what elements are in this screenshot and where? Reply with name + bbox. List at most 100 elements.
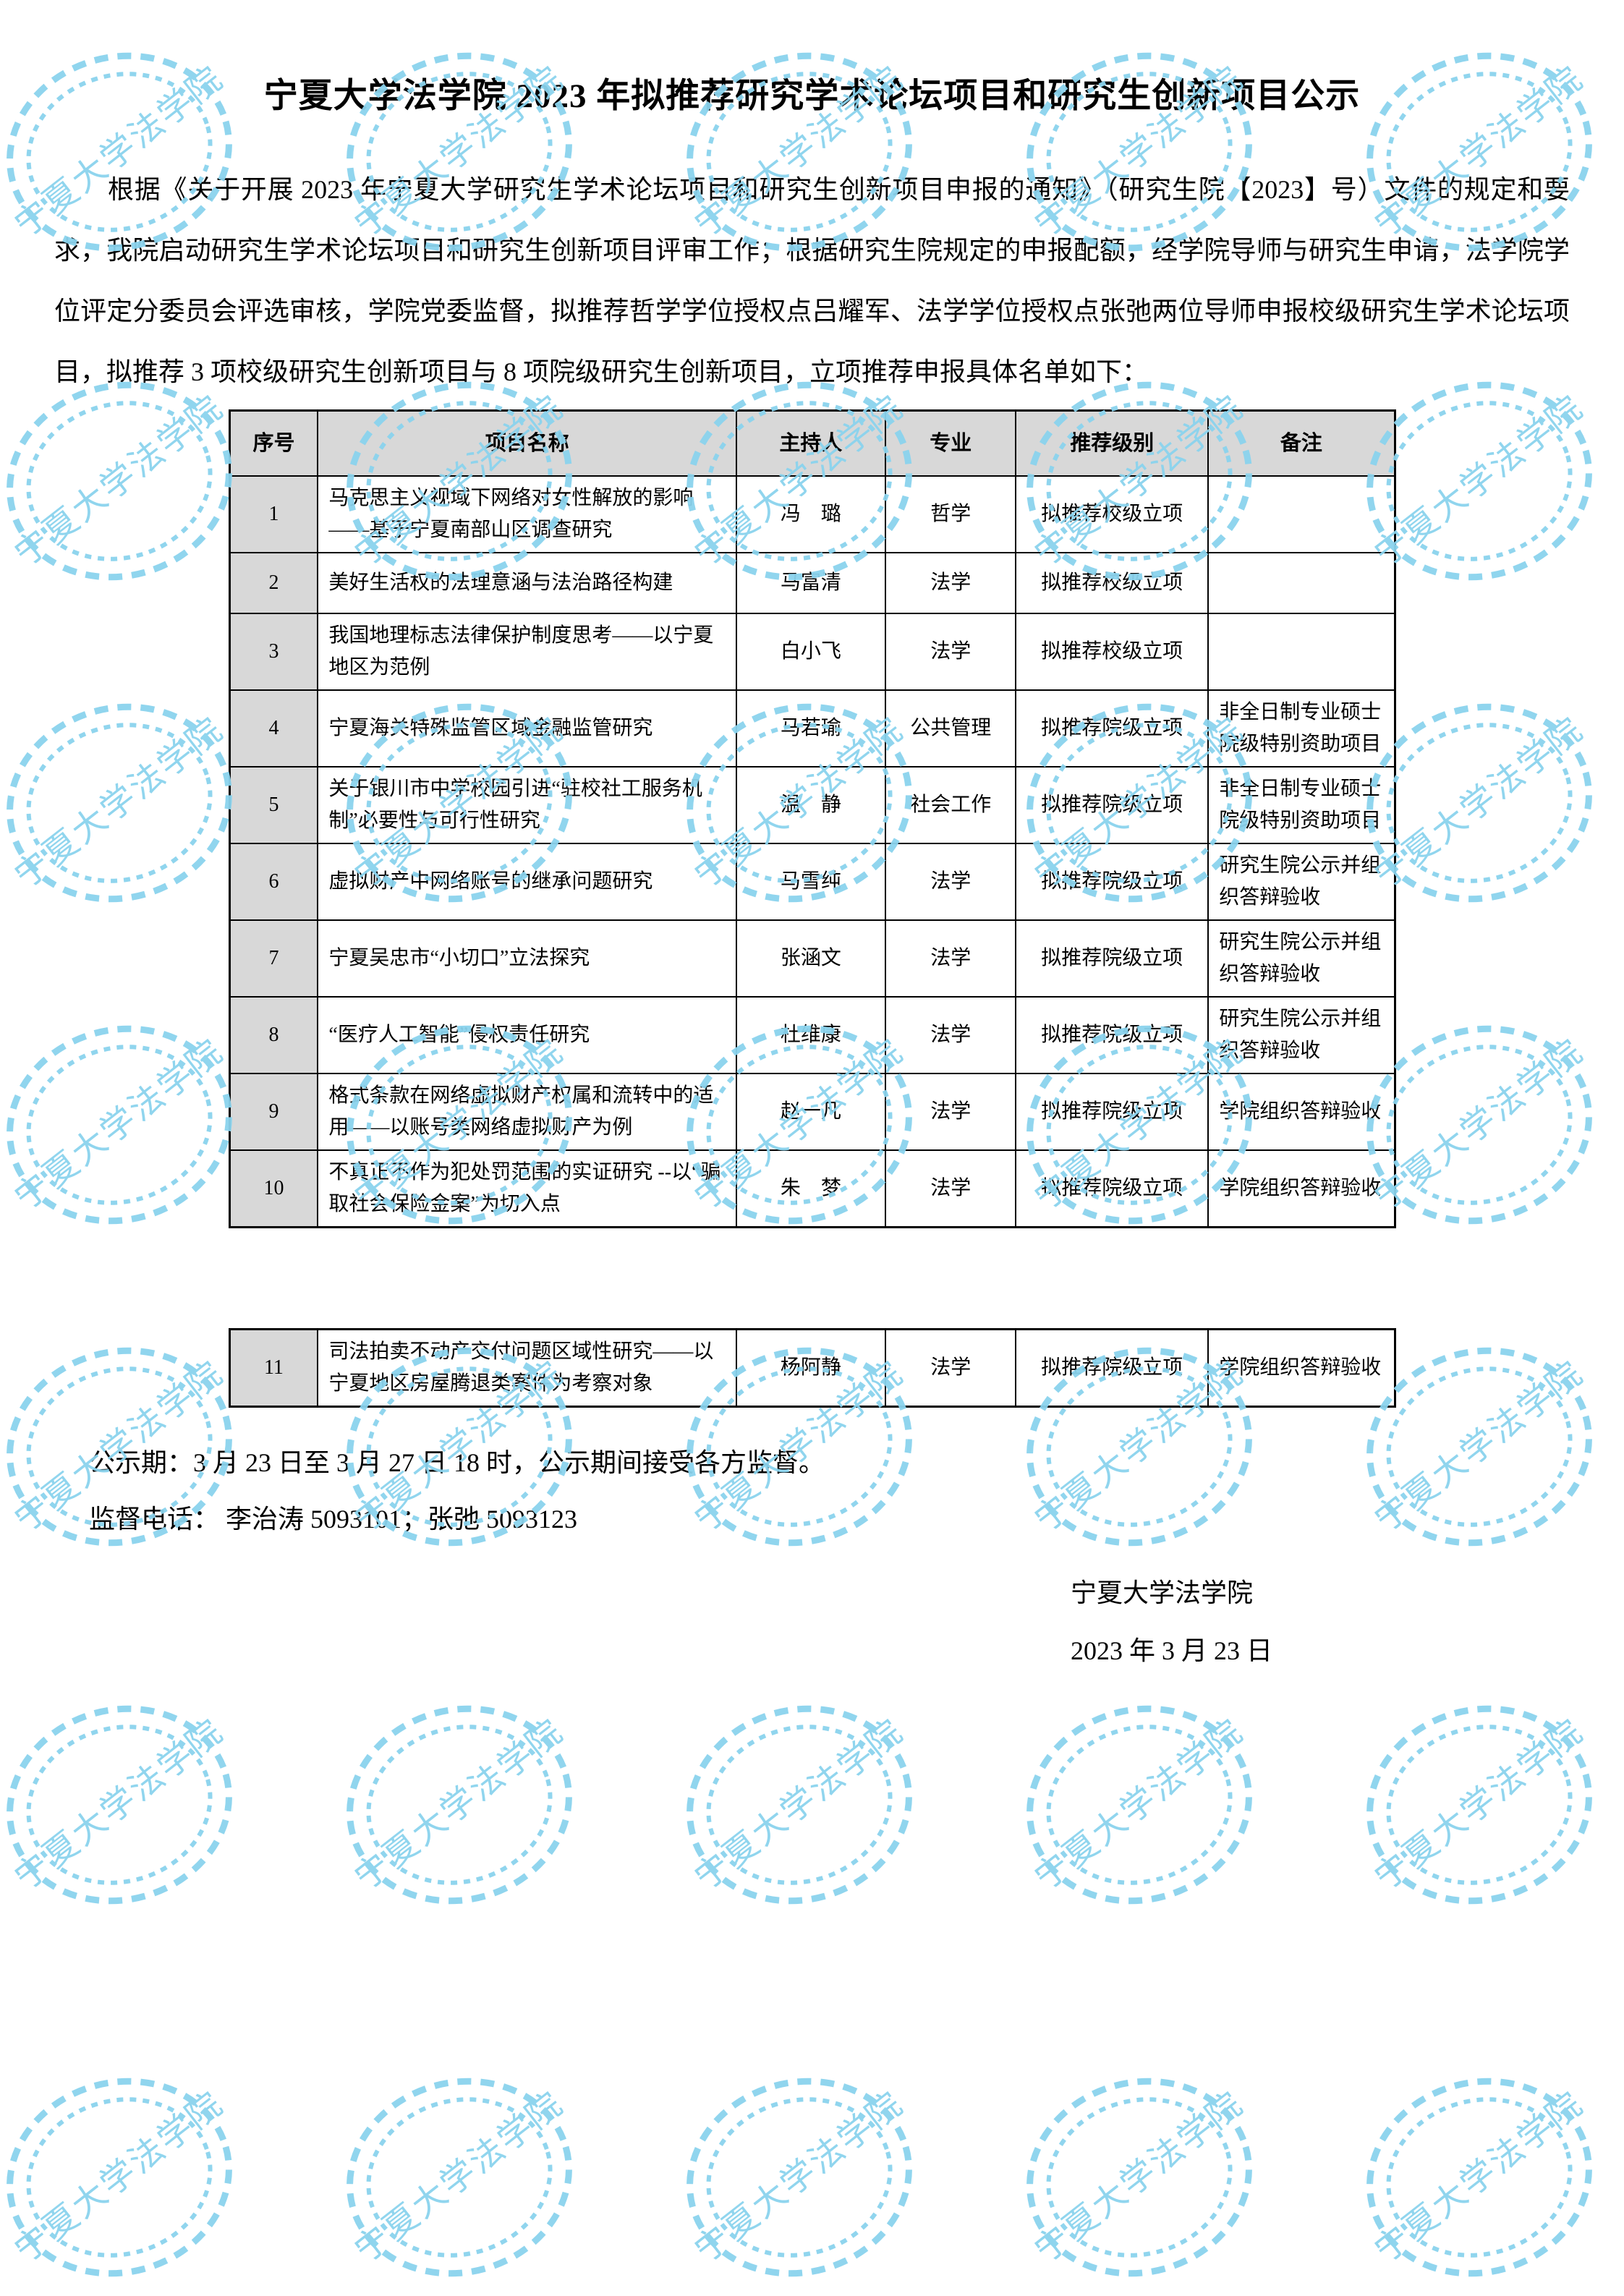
intro-paragraph: 根据《关于开展 2023 年宁夏大学研究生学术论坛项目和研究生创新项目申报的通知… (54, 175, 1570, 386)
column-header: 主持人 (735, 409, 886, 477)
table-row: 3 我国地理标志法律保护制度思考——以宁夏地区为范例 白小飞 法学 拟推荐校级立项 (228, 613, 1395, 691)
svg-text:宁夏大学法学院: 宁夏大学法学院 (1028, 1712, 1251, 1897)
table-row: 11 司法拍卖不动产交付问题区域性研究——以宁夏地区房屋腾退类案件为考察对象 杨阿静… (228, 1328, 1395, 1408)
table-cell: 美好生活权的法理意涵与法治路径构建 (317, 552, 737, 614)
svg-text:宁夏大学法学院: 宁夏大学法学院 (8, 1712, 231, 1897)
svg-text:宁夏大学法学院: 宁夏大学法学院 (688, 1712, 911, 1897)
table-cell: 法学 (884, 1073, 1017, 1151)
table-cell: 8 (228, 996, 319, 1074)
table-cell: 公共管理 (884, 689, 1017, 768)
watermark-stamp: 宁夏大学法学院 (1000, 1675, 1280, 1934)
table-cell: 9 (228, 1073, 319, 1151)
table-cell: 拟推荐院级立项 (1015, 766, 1210, 844)
table-cell: “医疗人工智能”侵权责任研究 (317, 996, 737, 1074)
table-cell (1207, 552, 1395, 614)
table-row: 1 马克思主义视域下网络对女性解放的影响——基于宁夏南部山区调查研究冯 璐哲学 拟推… (228, 475, 1395, 553)
column-header: 专业 (884, 409, 1017, 477)
table-row: 8 “医疗人工智能”侵权责任研究 杜维康 法学 拟推荐院级立项 研究生院公示并组织答辩验收 (228, 996, 1395, 1074)
column-header: 项目名称 (317, 409, 737, 477)
table-row: 6 虚拟财产中网络账号的继承问题研究 马雪纯 法学 拟推荐院级立项 研究生院公示并组织答辩… (228, 843, 1395, 921)
table-cell: 研究生院公示并组织答辩验收 (1207, 996, 1395, 1074)
table-cell: 6 (228, 843, 319, 921)
table-cell: 冯 璐 (735, 475, 886, 553)
svg-text:宁夏大学法学院: 宁夏大学法学院 (1028, 2085, 1251, 2270)
table-cell: 哲学 (884, 475, 1017, 553)
svg-text:宁夏大学法学院: 宁夏大学法学院 (348, 1712, 571, 1897)
table-cell: 非全日制专业硕士院级特别资助项目 (1207, 766, 1395, 844)
table-cell: 4 (228, 689, 319, 768)
table-row: 4 宁夏海关特殊监管区域金融监管研究 马若瑜 公共管理 拟推荐院级立项 非全日制专业硕士院… (228, 689, 1395, 768)
watermark-oval-icon: 宁夏大学法学院 (686, 1705, 912, 1905)
svg-text:宁夏大学法学院: 宁夏大学法学院 (1368, 2085, 1591, 2270)
watermark-stamp: 宁夏大学法学院 (0, 2048, 259, 2296)
table-cell: 11 (228, 1328, 319, 1408)
watermark-oval-icon: 宁夏大学法学院 (347, 2078, 572, 2277)
watermark-oval-icon: 宁夏大学法学院 (7, 1705, 232, 1905)
watermark-stamp: 宁夏大学法学院 (660, 1675, 940, 1934)
table-cell: 学院组织答辩验收 (1207, 1149, 1395, 1228)
table-cell: 朱 梦 (735, 1149, 886, 1228)
table-cell: 法学 (884, 1149, 1017, 1228)
table-cell: 虚拟财产中网络账号的继承问题研究 (317, 843, 737, 921)
table-cell: 拟推荐院级立项 (1015, 1073, 1210, 1151)
signature-block: 宁夏大学法学院 2023 年 3 月 23 日 (1071, 1564, 1570, 1680)
table-cell: 拟推荐院级立项 (1015, 689, 1210, 768)
watermark-oval-icon: 宁夏大学法学院 (1026, 2078, 1252, 2277)
table-cell: 研究生院公示并组织答辩验收 (1207, 919, 1395, 998)
table-cell: 法学 (884, 996, 1017, 1074)
watermark-stamp: 宁夏大学法学院 (1000, 2048, 1280, 2296)
table-row: 5 关于银川市中学校园引进“驻校社工服务机制”必要性与可行性研究温 静社会工作 拟推… (228, 766, 1395, 844)
page-title: 宁夏大学法学院 2023 年拟推荐研究学术论坛项目和研究生创新项目公示 (263, 77, 1361, 115)
signature-org: 宁夏大学法学院 (1071, 1578, 1254, 1607)
table-cell: 不真正不作为犯处罚范围的实证研究 --以“骗取社会保险金案”为切入点 (317, 1149, 737, 1228)
table-cell: 3 (228, 613, 319, 691)
table-cell: 马克思主义视域下网络对女性解放的影响——基于宁夏南部山区调查研究 (317, 475, 737, 553)
table-cell: 拟推荐院级立项 (1015, 919, 1210, 998)
table-cell: 2 (228, 552, 319, 614)
table-cell: 法学 (884, 613, 1017, 691)
table-cell: 宁夏海关特殊监管区域金融监管研究 (317, 689, 737, 768)
table-cell: 法学 (884, 1328, 1017, 1408)
table-row: 2 美好生活权的法理意涵与法治路径构建 马富清 法学 拟推荐校级立项 (228, 552, 1395, 614)
table-cell: 宁夏吴忠市“小切口”立法探究 (317, 919, 737, 998)
projects-table-continued: 11 司法拍卖不动产交付问题区域性研究——以宁夏地区房屋腾退类案件为考察对象 杨阿静… (228, 1328, 1396, 1408)
watermark-oval-icon: 宁夏大学法学院 (1026, 1705, 1252, 1905)
table-cell: 赵一凡 (735, 1073, 886, 1151)
table-cell: 关于银川市中学校园引进“驻校社工服务机制”必要性与可行性研究 (317, 766, 737, 844)
document-content: 宁夏大学法学院 2023 年拟推荐研究学术论坛项目和研究生创新项目公示 根据《关… (54, 77, 1570, 1680)
table-cell: 法学 (884, 843, 1017, 921)
watermark-stamp: 宁夏大学法学院 (320, 2048, 600, 2296)
signature-date: 2023 年 3 月 23 日 (1071, 1636, 1273, 1665)
table-header-row: 序号 项目名称 主持人 专业 推荐级别 备注 (228, 409, 1395, 477)
table-cell: 社会工作 (884, 766, 1017, 844)
table-cell: 非全日制专业硕士院级特别资助项目 (1207, 689, 1395, 768)
table-cell: 马富清 (735, 552, 886, 614)
watermark-stamp: 宁夏大学法学院 (1340, 2048, 1620, 2296)
table-cell: 法学 (884, 552, 1017, 614)
table-row: 9 格式条款在网络虚拟财产权属和流转中的适用——以账号类网络虚拟财产为例 赵一凡 法学… (228, 1073, 1395, 1151)
table-cell: 杜维康 (735, 996, 886, 1074)
svg-text:宁夏大学法学院: 宁夏大学法学院 (1368, 1712, 1591, 1897)
page-break-gap (54, 1228, 1570, 1321)
table-cell: 拟推荐院级立项 (1015, 1149, 1210, 1228)
table-cell: 7 (228, 919, 319, 998)
projects-table: 序号 项目名称 主持人 专业 推荐级别 备注 1 马克思主义视域下网络对女性解放的影响——基… (228, 409, 1396, 1228)
svg-text:宁夏大学法学院: 宁夏大学法学院 (688, 2085, 911, 2270)
table-cell: 10 (228, 1149, 319, 1228)
column-header: 备注 (1207, 409, 1395, 477)
table-cell: 拟推荐院级立项 (1015, 1328, 1210, 1408)
table-cell: 司法拍卖不动产交付问题区域性研究——以宁夏地区房屋腾退类案件为考察对象 (317, 1328, 737, 1408)
table-cell: 拟推荐院级立项 (1015, 996, 1210, 1074)
svg-text:宁夏大学法学院: 宁夏大学法学院 (8, 2085, 231, 2270)
table-cell: 格式条款在网络虚拟财产权属和流转中的适用——以账号类网络虚拟财产为例 (317, 1073, 737, 1151)
svg-text:宁夏大学法学院: 宁夏大学法学院 (348, 2085, 571, 2270)
table-cell: 1 (228, 475, 319, 553)
watermark-stamp: 宁夏大学法学院 (660, 2048, 940, 2296)
table-row: 10 不真正不作为犯处罚范围的实证研究 --以“骗取社会保险金案”为切入点朱 梦法… (228, 1149, 1395, 1228)
table-cell: 研究生院公示并组织答辩验收 (1207, 843, 1395, 921)
table-cell: 学院组织答辩验收 (1207, 1328, 1395, 1408)
watermark-stamp: 宁夏大学法学院 (1340, 1675, 1620, 1934)
table-cell: 温 静 (735, 766, 886, 844)
column-header: 推荐级别 (1015, 409, 1210, 477)
